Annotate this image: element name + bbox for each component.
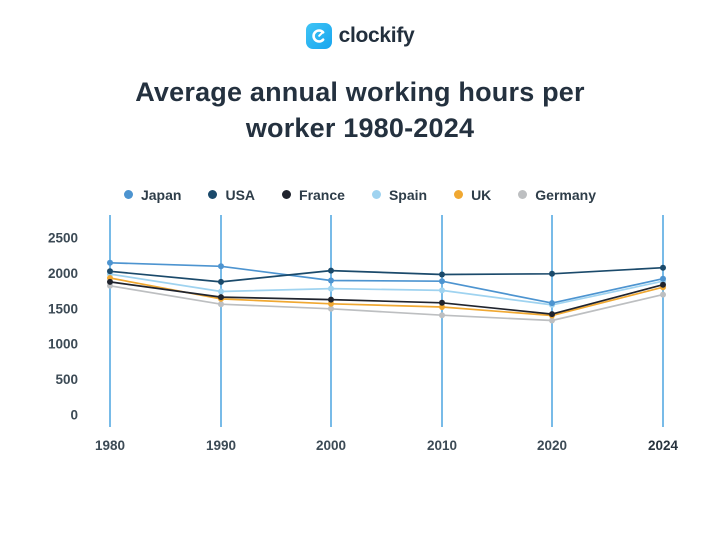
- data-point-germany-2020: [549, 317, 555, 324]
- data-point-uk-2000: [328, 300, 334, 307]
- brand-header: clockify: [0, 0, 720, 49]
- data-point-uk-2010: [439, 303, 445, 310]
- chart-area: 0 500 1000 1500 2000 2500 1980 1990 2000 2010 2020…: [0, 207, 720, 480]
- chart-title-line2: worker 1980-2024: [245, 112, 475, 143]
- data-point-usa-2020: [549, 270, 555, 277]
- data-point-france-2024: [660, 281, 666, 288]
- legend-label: Spain: [388, 186, 428, 203]
- legend-item-japan: Japan: [123, 186, 182, 203]
- legend-label: Japan: [140, 186, 182, 203]
- data-point-usa-2010: [439, 271, 445, 278]
- data-point-spain-1990: [218, 288, 224, 295]
- data-point-japan-2000: [328, 277, 334, 284]
- line-chart: 0 500 1000 1500 2000 2500 1980 1990 2000 2010 2020…: [48, 214, 679, 453]
- legend-dot-germany: [518, 190, 528, 200]
- data-point-usa-2000: [328, 267, 334, 274]
- legend-item-france: France: [282, 187, 345, 203]
- data-point-japan-2024: [660, 275, 666, 282]
- data-point-germany-2024: [660, 291, 666, 298]
- data-point-germany-2010: [439, 312, 445, 319]
- data-point-japan-2020: [549, 299, 555, 306]
- x-tick-2010: 2010: [427, 438, 457, 453]
- data-point-france-1980: [107, 278, 113, 285]
- data-point-japan-2010: [439, 278, 445, 285]
- legend-label: France: [299, 186, 345, 203]
- legend-item-uk: UK: [454, 187, 491, 203]
- legend-dot-france: [282, 190, 292, 200]
- legend-label: Germany: [535, 186, 596, 203]
- legend-label: UK: [471, 186, 492, 203]
- data-point-japan-1980: [107, 259, 113, 266]
- legend-item-germany: Germany: [518, 187, 596, 203]
- x-tick-2000: 2000: [316, 438, 346, 453]
- y-tick-2500: 2500: [48, 230, 78, 245]
- data-point-germany-2000: [328, 305, 334, 312]
- y-tick-0: 0: [70, 407, 78, 422]
- x-tick-1990: 1990: [206, 438, 236, 453]
- x-tick-1980: 1980: [95, 438, 125, 453]
- y-tick-500: 500: [55, 372, 78, 387]
- chart-title: Average annual working hours per worker …: [0, 75, 720, 147]
- data-point-japan-1990: [218, 263, 224, 270]
- chart-legend: Japan USA France Spain UK Germany: [0, 187, 720, 203]
- x-tick-2024: 2024: [648, 438, 679, 453]
- chart-title-line1: Average annual working hours per: [135, 77, 585, 107]
- series-line-france: [109, 280, 664, 315]
- data-point-usa-1980: [107, 268, 113, 275]
- legend-dot-uk: [454, 190, 464, 200]
- data-point-usa-1990: [218, 278, 224, 285]
- data-point-france-2010: [439, 299, 445, 306]
- legend-dot-japan: [123, 190, 133, 200]
- legend-item-usa: USA: [208, 187, 255, 203]
- x-tick-2020: 2020: [537, 438, 567, 453]
- y-tick-2000: 2000: [48, 266, 78, 281]
- y-tick-1500: 1500: [48, 301, 78, 316]
- series-line-japan: [109, 261, 664, 304]
- data-point-spain-2010: [439, 287, 445, 294]
- clockify-logo-icon: [305, 23, 332, 49]
- series-line-usa: [109, 266, 664, 283]
- legend-label: USA: [225, 186, 256, 203]
- data-point-spain-2000: [328, 285, 334, 292]
- data-point-usa-2024: [660, 264, 666, 271]
- series-line-germany: [109, 284, 664, 322]
- legend-dot-spain: [371, 190, 381, 200]
- data-point-france-1990: [218, 293, 224, 300]
- clockify-wordmark: clockify: [338, 24, 415, 47]
- y-tick-1000: 1000: [48, 337, 78, 352]
- data-point-germany-1990: [218, 301, 224, 308]
- legend-item-spain: Spain: [371, 186, 428, 203]
- data-point-france-2020: [549, 310, 555, 317]
- legend-dot-usa: [208, 190, 218, 200]
- clock-c-glyph: [311, 29, 325, 43]
- series-line-spain: [109, 273, 664, 306]
- data-point-france-2000: [328, 296, 334, 303]
